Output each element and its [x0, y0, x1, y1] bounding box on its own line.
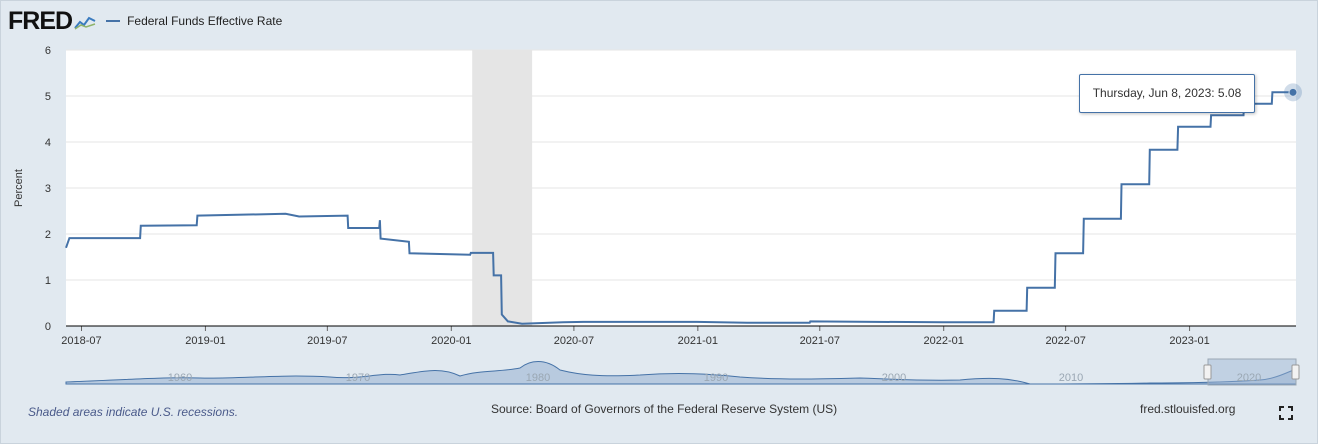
legend-label: Federal Funds Effective Rate	[127, 14, 283, 28]
navigator-year-labels: 1960 1970 1980 1990 2000 2010 2020	[168, 372, 1261, 384]
y-tick-label: 3	[45, 183, 51, 195]
x-tick-label: 2022-01	[924, 335, 964, 347]
x-tick-label: 2023-01	[1169, 335, 1209, 347]
tooltip-date: Thursday, Jun 8, 2023:	[1092, 86, 1215, 100]
y-tick-label: 2	[45, 229, 51, 241]
navigator-right-handle[interactable]	[1291, 364, 1300, 380]
y-axis-title: Percent	[13, 169, 25, 207]
navigator-series-area	[65, 361, 1297, 385]
navigator-year-label: 1960	[168, 372, 192, 384]
y-tick-label: 4	[45, 137, 51, 149]
range-navigator[interactable]: 1960 1970 1980 1990 2000 2010 2020	[65, 358, 1300, 386]
tooltip-value: 5.08	[1217, 86, 1242, 100]
chart-header: FRED Federal Funds Effective Rate	[8, 6, 282, 36]
hover-marker-halo	[1284, 83, 1302, 102]
navigator-left-handle[interactable]	[1203, 364, 1212, 380]
x-tick-label: 2021-01	[678, 335, 718, 347]
x-tick-label: 2021-07	[800, 335, 840, 347]
tooltip: Thursday, Jun 8, 2023: 5.08	[1079, 74, 1255, 113]
navigator-year-label: 2000	[882, 372, 906, 384]
x-tick-label: 2022-07	[1045, 335, 1085, 347]
y-tick-label: 1	[45, 275, 51, 287]
x-tick-label: 2020-07	[554, 335, 594, 347]
y-tick-label: 0	[45, 321, 51, 333]
source-text: Source: Board of Governors of the Federa…	[491, 402, 838, 416]
x-axis-ticks: 2018-07 2019-01 2019-07 2020-01 2020-07 2021-…	[61, 326, 1210, 347]
navigator-year-label: 1970	[346, 372, 370, 384]
x-tick-label: 2020-01	[431, 335, 471, 347]
fred-link[interactable]: fred.stlouisfed.org	[1140, 402, 1236, 416]
fred-logo[interactable]: FRED	[8, 7, 73, 35]
gridlines	[66, 49, 1296, 281]
navigator-year-label: 1990	[704, 372, 728, 384]
navigator-year-label: 2010	[1059, 372, 1083, 384]
y-tick-label: 6	[45, 45, 51, 57]
navigator-year-label: 1980	[526, 372, 550, 384]
recession-note: Shaded areas indicate U.S. recessions.	[28, 405, 239, 419]
fullscreen-icon[interactable]	[1279, 406, 1293, 420]
legend-swatch	[106, 20, 121, 22]
series-line-fedfunds[interactable]	[65, 91, 1296, 325]
y-tick-label: 5	[45, 91, 51, 103]
x-tick-label: 2019-01	[185, 335, 225, 347]
x-tick-label: 2019-07	[307, 335, 347, 347]
legend[interactable]: Federal Funds Effective Rate	[106, 14, 282, 28]
fred-logo-graph-icon	[74, 16, 96, 30]
x-tick-label: 2018-07	[61, 335, 101, 347]
navigator-year-label: 2020	[1237, 372, 1261, 384]
hover-marker	[1288, 87, 1298, 97]
navigator-selected-range[interactable]	[1207, 358, 1297, 386]
y-axis-ticks: 0 1 2 3 4 5 6	[45, 45, 51, 333]
